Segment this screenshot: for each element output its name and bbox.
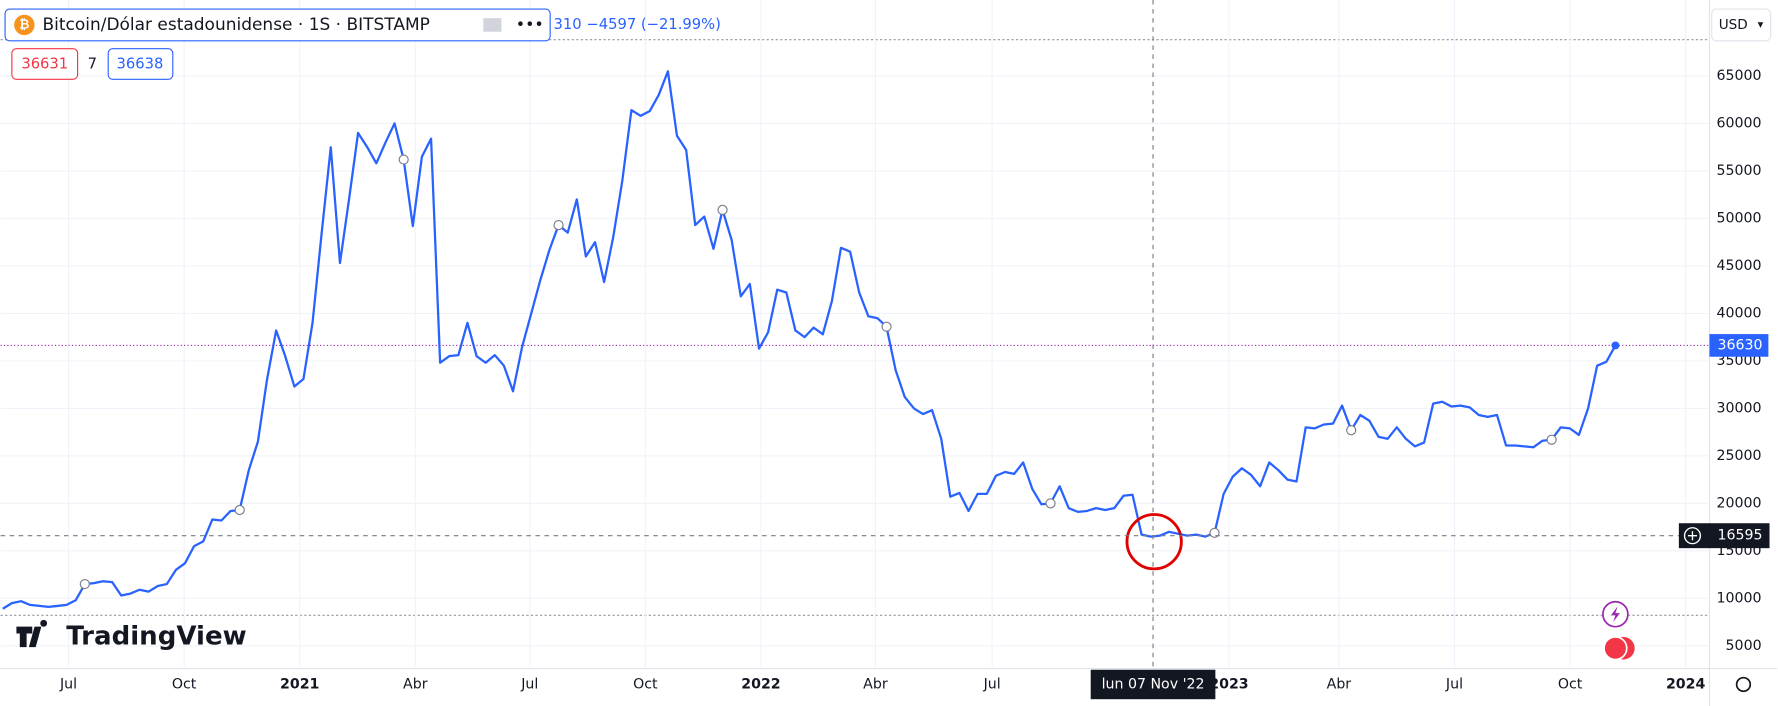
event-marker: [553, 219, 564, 231]
btc-symbol: ₿: [19, 16, 29, 31]
y-tick-label: 55000: [1717, 163, 1762, 179]
x-tick-label: Jul: [520, 676, 538, 692]
crosshair-date-label: lun 07 Nov '22: [1102, 676, 1205, 692]
x-tick-label: Oct: [1558, 676, 1583, 692]
brand-name: TradingView: [66, 621, 246, 651]
x-tick-label: 2022: [741, 676, 780, 692]
y-tick-label: 30000: [1717, 400, 1762, 416]
sell-box[interactable]: [11, 48, 79, 80]
y-tick-label: 40000: [1717, 305, 1762, 321]
event-marker: [717, 204, 728, 215]
price-line: [2, 70, 1617, 610]
y-tick-label: 25000: [1717, 448, 1762, 464]
sell-price: 36631: [21, 56, 68, 73]
change: −4597 (−21.99%): [586, 16, 720, 33]
currency-box[interactable]: [1711, 8, 1772, 42]
x-tick-label: Oct: [172, 676, 197, 692]
x-tick-label: 2021: [280, 676, 319, 692]
y-tick-label: 60000: [1717, 115, 1762, 131]
buy-price: 36638: [117, 56, 164, 73]
alert-bolt: [1610, 606, 1620, 623]
currency: USD: [1719, 17, 1748, 33]
event-marker: [1045, 498, 1056, 509]
spread: 7: [88, 56, 97, 73]
x-tick-label: Abr: [403, 676, 428, 692]
symbol-title: Bitcoin/Dólar estadounidense · 1S · BITS…: [42, 15, 429, 35]
x-tick-label: Jul: [59, 676, 77, 692]
x-tick-label: Jul: [983, 676, 1001, 692]
event-icon[interactable]: [1603, 636, 1628, 661]
y-tick-label: 10000: [1717, 590, 1762, 606]
y-tick-label: 50000: [1717, 210, 1762, 226]
flag-icon: [483, 18, 502, 32]
last-point: [1611, 341, 1620, 350]
crosshair-date-box: [1090, 669, 1216, 700]
event-marker: [398, 154, 409, 165]
x-tick-label: Abr: [1327, 676, 1352, 692]
y-tick-label: 20000: [1717, 495, 1762, 511]
btc-icon: [14, 14, 35, 36]
event-marker: [79, 578, 90, 590]
symbol-box[interactable]: [4, 8, 551, 42]
event-marker: [1346, 425, 1357, 436]
event-marker: [234, 504, 245, 516]
crosshair-plus-cross: [1687, 531, 1697, 541]
x-tick-label: 2023: [1209, 676, 1248, 692]
last-price-label: 36630: [1718, 337, 1763, 353]
settings-icon[interactable]: [1735, 676, 1752, 693]
more-icon[interactable]: •••: [516, 14, 544, 33]
x-tick-label: 2024: [1666, 676, 1706, 692]
y-tick-label: 65000: [1717, 68, 1762, 84]
y-tick-label: 35000: [1717, 353, 1762, 369]
buy-box[interactable]: [107, 48, 174, 80]
last-price-box: [1709, 334, 1769, 357]
event-marker: [1209, 527, 1220, 538]
y-tick-label: 5000: [1726, 638, 1762, 654]
change-prefix: 310: [554, 16, 582, 33]
event-marker: [1546, 434, 1557, 445]
x-tick-label: Jul: [1445, 676, 1463, 692]
crosshair-plus: [1683, 527, 1702, 545]
event-marker: [881, 321, 892, 332]
x-tick-label: Oct: [633, 676, 658, 692]
brand-logo: [16, 619, 48, 648]
currency-caret: ▾: [1758, 17, 1764, 31]
crosshair-price-label: 16595: [1718, 528, 1763, 544]
y-tick-label: 45000: [1717, 258, 1762, 274]
highlight-circle: [1125, 513, 1183, 571]
x-tick-label: Abr: [863, 676, 888, 692]
